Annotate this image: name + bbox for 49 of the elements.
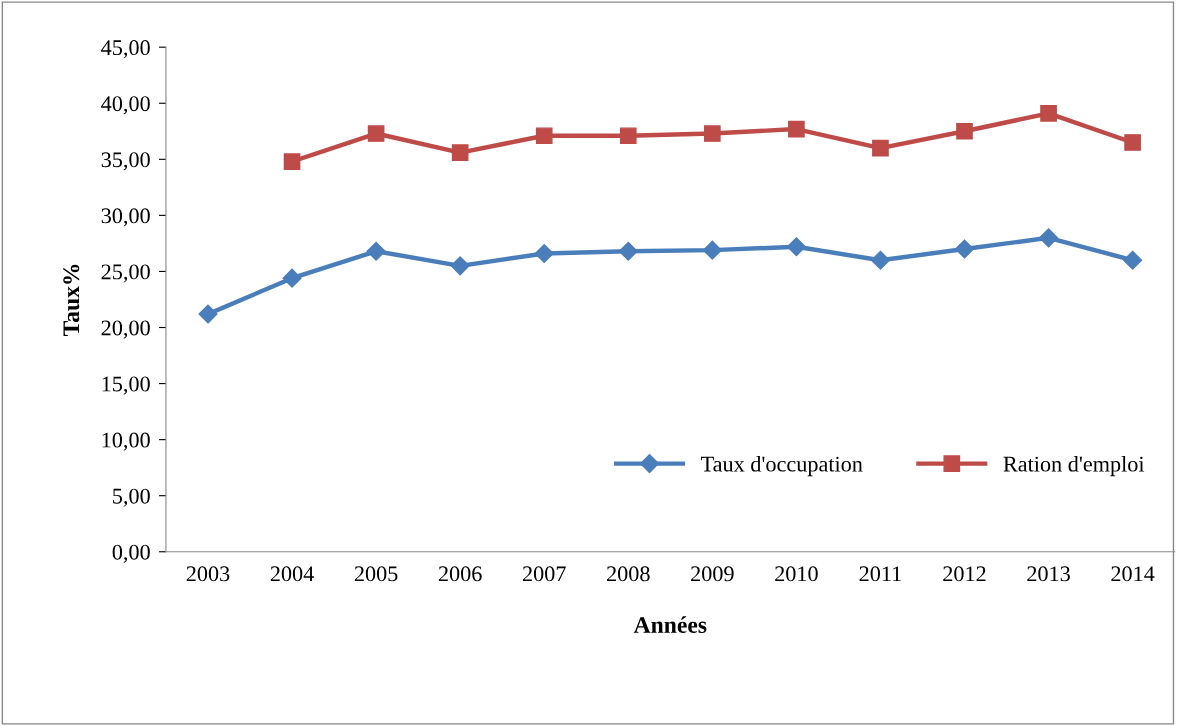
legend-label: Taux d'occupation [701,455,863,477]
point [535,127,553,145]
y-tick-label: 5,00 [113,488,150,507]
point [283,153,301,170]
y-tick-label: 35,00 [101,152,150,171]
x-tick-label: 2009 [691,566,734,582]
point [1124,134,1141,151]
y-tick-label: 45,00 [101,40,150,59]
x-tick-label: 2012 [943,566,986,582]
x-tick-label: 2014 [1111,566,1155,582]
point [786,237,806,257]
point [872,139,889,157]
x-tick-label: 2013 [1027,566,1070,582]
point [618,241,638,261]
point [702,240,722,260]
x-tick-label: 2003 [186,566,230,582]
point [450,256,470,276]
legend-label: Ration d'emploi [1003,455,1145,477]
point [1040,105,1057,122]
x-tick-label: 2007 [522,566,566,582]
point [534,243,554,264]
point [366,241,386,261]
y-tick-label: 30,00 [101,208,150,227]
y-tick-label: 40,00 [101,96,150,115]
point [1039,228,1059,248]
x-tick-label: 2004 [270,566,314,582]
point [198,304,218,324]
point [1123,250,1143,270]
point [282,268,302,288]
point [451,144,469,161]
point [619,127,637,145]
y-tick-label: 10,00 [102,432,150,451]
y-tick-label: 25,00 [101,264,150,283]
x-tick-label: 2008 [607,566,650,582]
point [703,125,721,142]
point [954,239,975,259]
y-tick-label: 20,00 [101,320,150,339]
x-tick-label: 2011 [859,566,901,582]
x-tick-label: 2006 [438,566,482,582]
x-tick-label: 2010 [775,566,818,582]
y-axis-title: Taux% [63,264,80,337]
point [956,122,973,140]
point [788,120,805,138]
x-axis-title: Années [633,616,707,633]
y-tick-label: 15,00 [102,376,150,395]
x-tick-label: 2005 [354,566,398,582]
point [870,250,890,270]
y-tick-label: 0,00 [112,544,150,563]
point [367,125,385,142]
